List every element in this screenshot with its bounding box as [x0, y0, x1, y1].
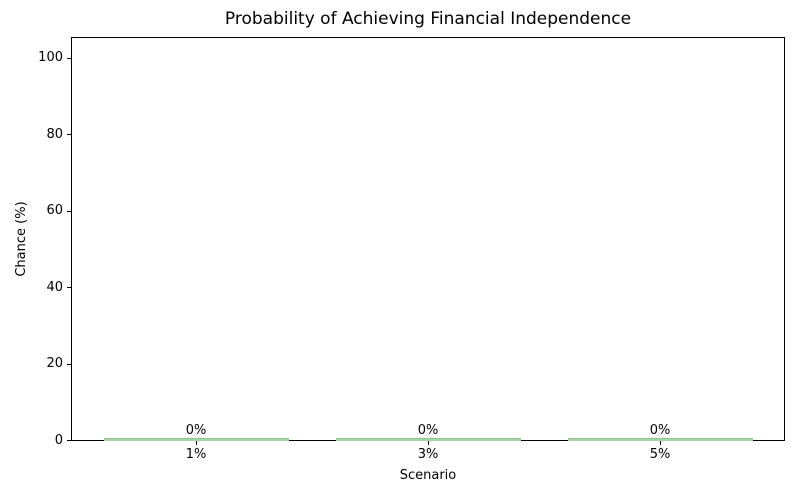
y-tick-mark	[67, 134, 71, 135]
bar-scenario-3pct	[336, 438, 521, 441]
bar-scenario-1pct	[104, 438, 289, 441]
bar-value-label-3pct: 0%	[417, 423, 439, 438]
y-tick-label-100: 100	[38, 50, 63, 65]
chart-title: Probability of Achieving Financial Indep…	[224, 9, 632, 29]
x-axis-label: Scenario	[399, 468, 457, 483]
y-tick-mark	[67, 287, 71, 288]
x-tick-label-3pct: 3%	[417, 447, 439, 462]
x-tick-mark	[196, 441, 197, 445]
y-tick-mark	[67, 211, 71, 212]
y-tick-label-0: 0	[54, 433, 63, 448]
y-tick-mark	[67, 364, 71, 365]
x-tick-label-5pct: 5%	[649, 447, 671, 462]
y-tick-mark	[67, 440, 71, 441]
bar-scenario-5pct	[568, 438, 753, 441]
x-tick-mark	[428, 441, 429, 445]
y-tick-mark	[67, 58, 71, 59]
y-tick-label-20: 20	[46, 356, 63, 371]
y-tick-label-40: 40	[46, 280, 63, 295]
y-axis-label: Chance (%)	[14, 201, 29, 277]
x-tick-mark	[660, 441, 661, 445]
bar-value-label-5pct: 0%	[649, 423, 671, 438]
y-tick-label-60: 60	[46, 203, 63, 218]
bar-value-label-1pct: 0%	[185, 423, 207, 438]
x-tick-label-1pct: 1%	[185, 447, 207, 462]
plot-area	[71, 37, 785, 441]
y-tick-label-80: 80	[46, 127, 63, 142]
